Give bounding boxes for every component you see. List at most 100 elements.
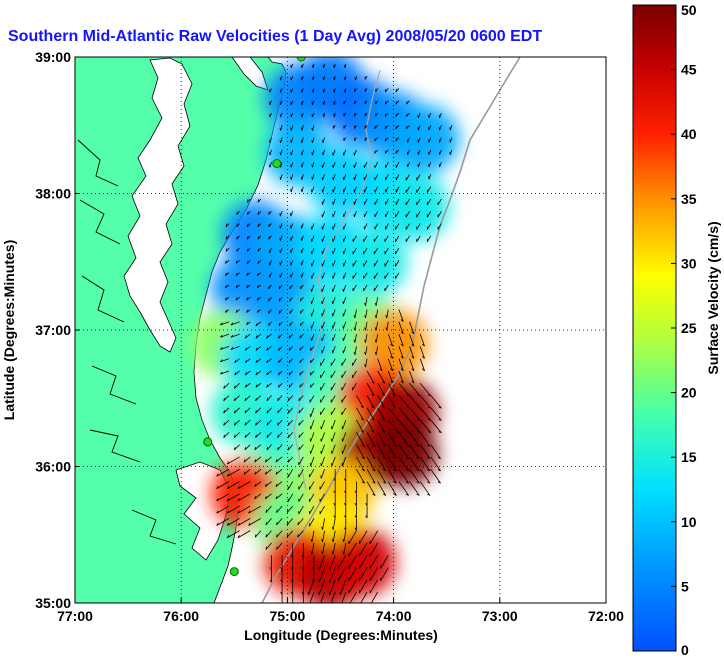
arrow-head	[223, 422, 225, 426]
arrow-head	[290, 127, 292, 131]
velocity-arrow	[437, 223, 442, 230]
arrow-head	[287, 410, 290, 414]
velocity-arrow	[312, 137, 315, 143]
arrow-head	[384, 125, 387, 129]
velocity-arrow	[387, 395, 396, 409]
arrow-head	[382, 456, 386, 459]
velocity-arrow	[277, 432, 283, 438]
velocity-arrow	[321, 346, 325, 354]
arrow-head	[265, 546, 267, 550]
velocity-arrow	[428, 174, 432, 180]
velocity-arrow	[353, 211, 357, 218]
velocity-arrow	[320, 444, 325, 454]
velocity-arrow	[266, 333, 272, 339]
velocity-arrow	[387, 358, 394, 371]
velocity-arrow	[426, 235, 432, 243]
velocity-arrow	[363, 284, 368, 292]
velocity-arrow	[365, 334, 368, 343]
velocity-arrow	[237, 481, 251, 489]
velocity-arrow	[298, 493, 304, 502]
arrow-head	[400, 356, 404, 359]
velocity-arrow	[398, 407, 410, 421]
velocity-arrow	[320, 370, 325, 379]
velocity-arrow	[227, 481, 240, 489]
arrow-head	[400, 368, 404, 371]
arrow-head	[230, 346, 234, 350]
velocity-arrow	[387, 346, 394, 359]
velocity-arrow	[265, 468, 272, 475]
arrow-head	[364, 351, 366, 355]
arrow-head	[406, 418, 410, 421]
velocity-arrow	[286, 530, 294, 538]
grid-lines	[75, 57, 606, 603]
velocity-arrow	[329, 567, 336, 583]
velocity-arrow	[354, 321, 357, 331]
velocity-arrow	[330, 358, 336, 366]
arrow-head	[344, 502, 347, 506]
arrow-head	[405, 481, 409, 484]
arrow-head	[364, 302, 366, 306]
velocity-arrow	[398, 419, 410, 433]
velocity-arrow	[220, 333, 230, 338]
velocity-arrow	[309, 505, 315, 515]
arrow-head	[287, 422, 290, 426]
velocity-arrow	[299, 382, 304, 388]
velocity-arrow	[409, 358, 415, 371]
arrow-head	[237, 485, 240, 489]
velocity-arrow	[375, 321, 379, 331]
velocity-arrow	[322, 137, 325, 143]
velocity-arrow	[385, 198, 389, 205]
velocity-arrow	[269, 149, 272, 156]
velocity-arrow	[386, 321, 389, 331]
arrow-head	[220, 322, 223, 326]
chart-title: Southern Mid-Atlantic Raw Velocities (1 …	[8, 28, 542, 45]
radar-station-marker	[203, 437, 213, 447]
arrow-head	[364, 339, 366, 343]
velocity-arrow	[332, 530, 336, 542]
arrow-head	[287, 459, 290, 463]
velocity-arrow	[309, 469, 315, 478]
velocity-arrow	[322, 260, 325, 267]
arrow-head	[247, 260, 249, 264]
velocity-arrow	[428, 149, 432, 155]
arrow-head	[382, 481, 386, 484]
velocity-arrow	[343, 174, 347, 181]
arrow-head	[265, 509, 267, 513]
arrow-head	[291, 604, 292, 607]
x-axis-label: Longitude (Degrees:Minutes)	[244, 627, 438, 643]
velocity-arrow	[297, 518, 304, 526]
arrow-head	[288, 359, 291, 363]
velocity-arrow	[287, 395, 294, 402]
velocity-arrow	[266, 432, 272, 438]
arrow-head	[353, 315, 356, 319]
arrow-head	[255, 434, 257, 438]
arrow-head	[266, 372, 269, 376]
arrow-head	[268, 139, 271, 143]
arrow-head	[411, 380, 415, 384]
velocity-arrow	[298, 456, 304, 466]
arrow-head	[244, 446, 247, 451]
velocity-arrow	[255, 321, 262, 327]
velocity-arrow	[352, 247, 357, 255]
velocity-arrow	[288, 370, 294, 376]
velocity-arrow	[409, 321, 415, 334]
arrow-head	[266, 434, 269, 438]
velocity-arrow	[276, 505, 283, 513]
arrow-head	[300, 176, 303, 180]
velocity-arrow	[395, 272, 400, 279]
velocity-arrow	[352, 260, 357, 267]
arrow-head	[247, 211, 249, 215]
arrow-head	[374, 125, 376, 129]
velocity-arrow	[322, 174, 325, 181]
arrow-head	[257, 236, 260, 240]
velocity-arrow	[237, 518, 251, 526]
velocity-arrow	[369, 530, 379, 545]
velocity-arrow	[369, 567, 379, 581]
velocity-arrow	[216, 505, 230, 514]
velocity-arrow	[266, 444, 272, 451]
arrow-head	[395, 125, 397, 129]
velocity-arrow	[220, 358, 230, 363]
arrow-head	[331, 526, 334, 530]
velocity-arrow	[280, 125, 283, 131]
velocity-arrow	[277, 407, 283, 414]
